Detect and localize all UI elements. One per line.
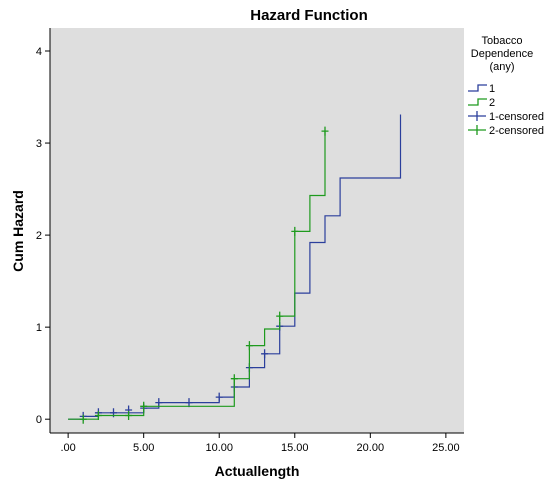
series-2-censored-mark xyxy=(291,226,299,236)
series-2-censored-mark xyxy=(321,126,329,136)
x-tick-label: .00 xyxy=(60,442,75,454)
x-tick-label: 20.00 xyxy=(357,442,385,454)
series-2-censored-mark xyxy=(230,374,238,384)
legend-swatch-step xyxy=(468,84,487,92)
legend-swatch-censored xyxy=(468,111,486,121)
x-tick-label: 10.00 xyxy=(205,442,233,454)
series-2-censored-mark xyxy=(245,341,253,351)
series-1-censored-mark xyxy=(215,392,223,402)
plot-area xyxy=(50,28,464,433)
legend-entry-label: 2 xyxy=(489,97,495,109)
legend-entry-label: 2-censored xyxy=(489,125,544,137)
y-tick-label: 0 xyxy=(36,414,42,426)
series-1-censored-mark xyxy=(155,398,163,408)
legend-swatch-censored xyxy=(468,125,486,135)
legend-entry-label: 1-censored xyxy=(489,111,544,123)
y-tick-label: 2 xyxy=(36,230,42,242)
x-tick-label: 15.00 xyxy=(281,442,309,454)
y-tick-label: 1 xyxy=(36,322,42,334)
legend-swatch-step xyxy=(468,98,487,106)
series-2-censored-mark xyxy=(94,411,102,420)
legend-title-line: Dependence xyxy=(471,48,533,60)
y-axis-title: Cum Hazard xyxy=(10,190,26,272)
series-2-censored-mark xyxy=(125,411,133,420)
series-layer xyxy=(68,114,402,424)
series-2-censored-mark xyxy=(140,401,148,411)
axes: 0 1 2 3 4 .00 5.00 10.00 15.00 20.00 25.00 xyxy=(36,28,464,454)
legend-entry-label: 1 xyxy=(489,83,495,95)
x-tick-label: 5.00 xyxy=(133,442,154,454)
series-1-censored-mark xyxy=(261,349,269,359)
legend-title-line: (any) xyxy=(489,61,514,73)
series-2-censored-mark xyxy=(276,311,284,321)
y-tick-label: 3 xyxy=(36,138,42,150)
series-2-step-line xyxy=(68,131,326,420)
x-axis-title: Actuallength xyxy=(215,463,300,479)
series-2-censored-mark xyxy=(79,414,87,424)
y-tick-label: 4 xyxy=(36,46,42,58)
chart-title: Hazard Function xyxy=(250,7,368,24)
legend-title-line: Tobacco xyxy=(482,35,523,47)
series-1-censored-mark xyxy=(185,398,193,408)
x-tick-label: 25.00 xyxy=(432,442,460,454)
